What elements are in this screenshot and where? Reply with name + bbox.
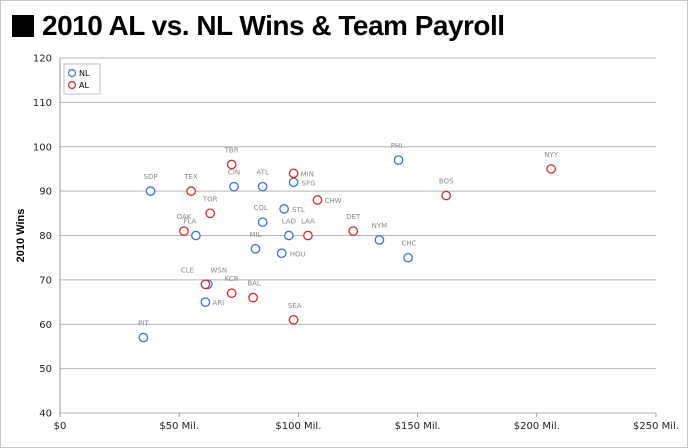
point-label: ATL	[256, 169, 269, 177]
chart-header: 2010 AL vs. NL Wins & Team Payroll	[12, 10, 505, 42]
point-label: COL	[253, 204, 267, 212]
point-label: CHW	[324, 197, 341, 205]
legend-marker-al	[67, 80, 77, 90]
y-axis-label: 2010 Wins	[15, 209, 27, 263]
point-al-bos	[441, 190, 452, 201]
point-al-tex	[186, 186, 196, 196]
point-nl-atl	[257, 181, 268, 192]
x-tick-label: $100 Mil.	[275, 421, 321, 432]
y-tick-label: 90	[39, 187, 52, 198]
point-label: LAA	[301, 218, 315, 226]
legend: NL AL	[63, 63, 101, 95]
y-tick-label: 70	[39, 275, 52, 286]
x-tick-label: $150 Mil.	[395, 421, 441, 432]
point-nl-nym	[374, 235, 385, 245]
point-label: WSN	[211, 266, 228, 274]
y-tick-label: 110	[33, 98, 52, 109]
y-tick-label: 40	[39, 409, 52, 420]
point-label: PIT	[138, 320, 149, 328]
point-nl-sfg	[288, 177, 299, 188]
point-nl-col	[257, 217, 268, 228]
point-al-tor	[205, 208, 216, 219]
legend-marker-nl	[67, 68, 77, 78]
point-al-sea	[288, 314, 299, 325]
point-label: CHC	[402, 240, 417, 248]
x-tick-label: $0	[54, 421, 67, 432]
point-label: MIL	[249, 231, 261, 239]
point-al-cle	[200, 279, 211, 290]
chart-title: 2010 AL vs. NL Wins & Team Payroll	[42, 10, 505, 41]
y-tick-label: 50	[39, 364, 52, 375]
point-label: TBR	[224, 147, 239, 155]
point-label: LAD	[282, 218, 296, 226]
x-tick-label: $250 Mil.	[633, 421, 679, 432]
point-nl-fla	[191, 230, 201, 241]
y-tick-label: 60	[39, 320, 52, 331]
point-nl-chc	[403, 252, 413, 263]
point-al-tbr	[226, 159, 237, 170]
legend-label-nl: NL	[79, 69, 90, 78]
point-nl-hou	[276, 248, 287, 259]
point-label: MIN	[301, 170, 314, 178]
point-al-laa	[303, 230, 313, 241]
point-label: FLA	[183, 218, 196, 226]
point-al-min	[288, 168, 299, 179]
point-nl-stl	[279, 204, 289, 214]
point-label: HOU	[290, 250, 306, 258]
data-points: SDP FLA CIN ATL COL MIL STL SFG LAD HOU ARI WSN PIT P…	[138, 142, 559, 343]
point-nl-pit	[138, 332, 149, 343]
legend-box	[63, 63, 101, 95]
point-label: OAK	[177, 213, 192, 221]
y-tick-label: 120	[33, 54, 52, 65]
point-nl-lad	[284, 230, 294, 241]
point-nl-sdp	[145, 186, 156, 196]
point-label: BAL	[247, 280, 261, 288]
point-nl-cin	[229, 181, 239, 192]
point-label: CLE	[181, 266, 194, 274]
point-label: PHI	[391, 142, 403, 150]
x-tick-label: $50 Mil.	[159, 421, 199, 432]
title-square-icon	[12, 15, 34, 37]
point-al-kcr	[226, 288, 237, 299]
point-label: SEA	[288, 302, 302, 310]
point-al-oak	[179, 226, 189, 236]
point-label: SFG	[302, 179, 316, 187]
point-al-nyy	[546, 164, 556, 174]
x-tick-label: $200 Mil.	[514, 421, 560, 432]
y-axis-ticks: 40 50 60 70 80 90 100 110 120	[33, 54, 52, 420]
point-al-det	[348, 226, 359, 236]
point-label: TOR	[202, 195, 218, 203]
point-label: KCR	[225, 275, 239, 283]
y-tick-label: 80	[39, 231, 52, 242]
point-label: DET	[346, 213, 361, 221]
point-nl-mil	[250, 243, 261, 254]
legend-label-al: AL	[79, 81, 89, 90]
point-nl-phi	[393, 155, 404, 165]
point-label: NYY	[544, 151, 559, 159]
point-label: STL	[292, 206, 305, 214]
point-label: CIN	[228, 169, 240, 177]
point-label: BOS	[439, 178, 454, 186]
x-axis-ticks: $0 $50 Mil. $100 Mil. $150 Mil. $200 Mil. $25…	[54, 413, 679, 432]
point-al-bal	[248, 292, 258, 303]
point-al-chw	[312, 195, 323, 205]
point-label: NYM	[372, 222, 388, 230]
point-label: TEX	[183, 173, 198, 181]
point-label: SDP	[144, 173, 158, 181]
gridlines	[59, 57, 656, 414]
point-nl-ari	[200, 297, 211, 307]
y-tick-label: 100	[33, 142, 52, 153]
point-label: ARI	[212, 299, 224, 307]
